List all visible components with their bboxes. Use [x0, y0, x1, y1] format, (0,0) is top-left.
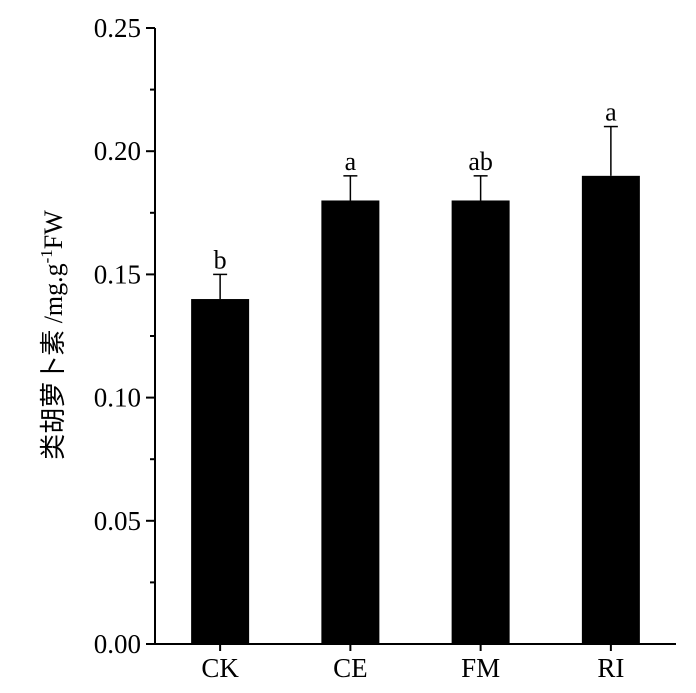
- bar-ce: [321, 200, 380, 645]
- x-tick-label: FM: [461, 653, 500, 683]
- bar-ri: [581, 175, 640, 644]
- x-tick-label: CK: [201, 653, 239, 683]
- x-axis: CK CE FM RI: [155, 643, 676, 683]
- y-tick-label: 0.05: [94, 506, 141, 536]
- significance-label: ab: [468, 147, 493, 176]
- y-tick-label: 0.10: [94, 383, 141, 413]
- bar-ck: [191, 299, 250, 644]
- significance-label: a: [605, 98, 617, 127]
- error-bars: [213, 125, 618, 300]
- x-tick-label: RI: [597, 653, 624, 683]
- y-axis-label-main: 类胡萝卜素 /mg.g: [39, 263, 68, 459]
- y-axis-label: 类胡萝卜素 /mg.g-1FW: [37, 210, 68, 460]
- y-tick-label: 0.25: [94, 13, 141, 43]
- significance-label: b: [214, 245, 227, 274]
- y-tick-label: 0.20: [94, 136, 141, 166]
- significance-label: a: [345, 147, 357, 176]
- x-tick-label: CE: [333, 653, 368, 683]
- y-axis-label-superscript: -1: [37, 249, 56, 263]
- y-tick-label: 0.15: [94, 259, 141, 289]
- bars: [191, 175, 640, 645]
- y-axis: 0.00 0.05 0.10 0.15 0.20 0.25: [94, 13, 156, 659]
- labels: b a ab a: [214, 98, 617, 275]
- y-tick-label: 0.00: [94, 629, 141, 659]
- y-axis-label-suffix: FW: [39, 210, 68, 249]
- bar-fm: [451, 200, 510, 645]
